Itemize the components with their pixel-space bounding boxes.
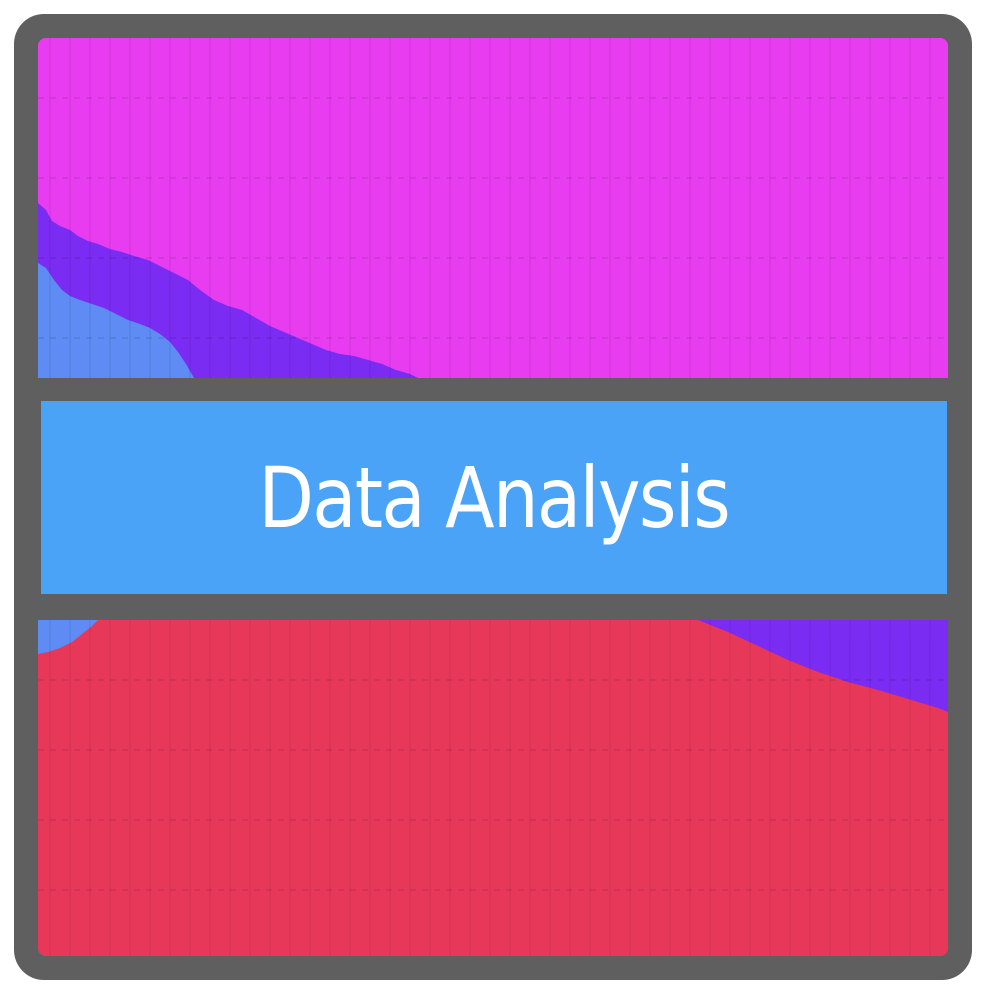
banner-title: Data Analysis [258, 448, 731, 547]
stacked-area-chart-bottom [38, 620, 948, 956]
light-blue-band [38, 263, 194, 378]
stacked-area-top-svg [38, 38, 948, 378]
stacked-area-chart-top [38, 38, 948, 378]
red-band [38, 620, 948, 956]
light-blue-band-bottom [38, 620, 98, 654]
violet-band-bottom [698, 620, 948, 712]
stacked-area-bottom-svg [38, 620, 948, 956]
title-banner: Data Analysis [41, 401, 947, 594]
data-analysis-stacked-area-icon: Data Analysis [14, 14, 972, 980]
vertical-stripes-bottom [49, 620, 931, 956]
vertical-stripes [49, 38, 931, 378]
